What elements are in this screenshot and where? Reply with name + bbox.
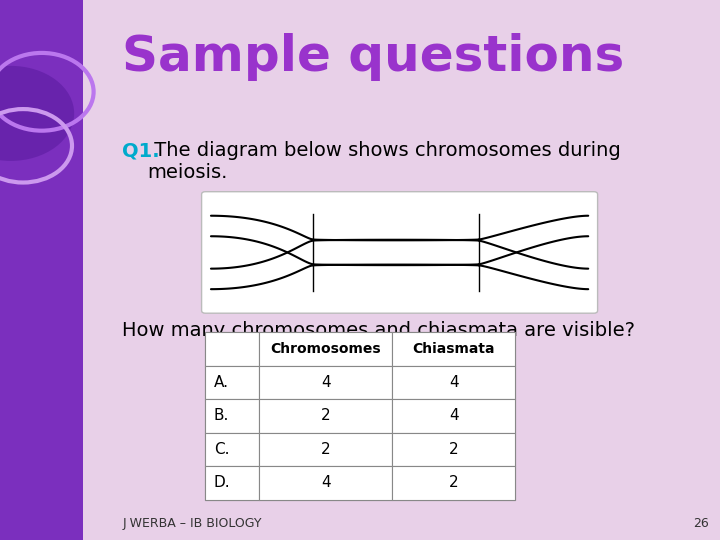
Bar <box>392 466 515 500</box>
Bar <box>205 332 259 366</box>
FancyBboxPatch shape <box>0 0 83 540</box>
Bar <box>205 399 259 433</box>
Text: 4: 4 <box>449 408 459 423</box>
Bar <box>392 366 515 399</box>
Text: 4: 4 <box>321 375 330 390</box>
Text: Q1.: Q1. <box>122 141 160 160</box>
Text: C.: C. <box>214 442 230 457</box>
Text: B.: B. <box>214 408 229 423</box>
Text: 26: 26 <box>693 517 709 530</box>
Bar <box>259 332 392 366</box>
Bar <box>259 399 392 433</box>
Text: 4: 4 <box>321 475 330 490</box>
Bar <box>205 332 515 500</box>
Bar <box>392 399 515 433</box>
Text: The diagram below shows chromosomes during
meiosis.: The diagram below shows chromosomes duri… <box>148 141 621 183</box>
Text: Sample questions: Sample questions <box>122 33 625 80</box>
Text: How many chromosomes and chiasmata are visible?: How many chromosomes and chiasmata are v… <box>122 321 635 340</box>
Text: Chiasmata: Chiasmata <box>413 342 495 356</box>
Text: 4: 4 <box>449 375 459 390</box>
Text: Chromosomes: Chromosomes <box>271 342 381 356</box>
Bar <box>205 433 259 466</box>
Text: 2: 2 <box>449 442 459 457</box>
Circle shape <box>0 66 74 161</box>
Bar <box>259 466 392 500</box>
Text: D.: D. <box>214 475 230 490</box>
Bar <box>259 366 392 399</box>
FancyBboxPatch shape <box>202 192 598 313</box>
Bar <box>259 433 392 466</box>
Text: 2: 2 <box>321 408 330 423</box>
Text: 2: 2 <box>449 475 459 490</box>
Bar <box>392 332 515 366</box>
Bar <box>392 433 515 466</box>
Text: A.: A. <box>214 375 229 390</box>
Text: J WERBA – IB BIOLOGY: J WERBA – IB BIOLOGY <box>122 517 262 530</box>
Text: 2: 2 <box>321 442 330 457</box>
Bar <box>205 466 259 500</box>
Bar <box>205 366 259 399</box>
